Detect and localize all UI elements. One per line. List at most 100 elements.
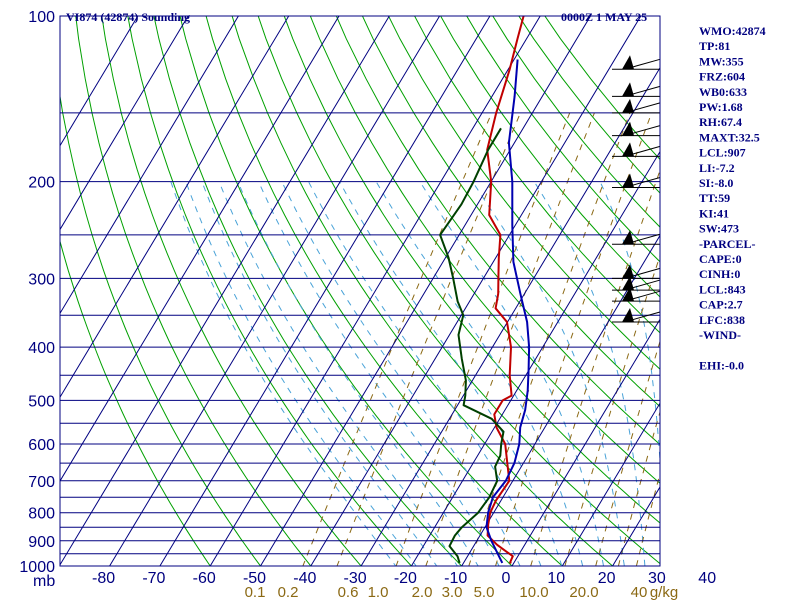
wind-barb xyxy=(612,121,661,137)
moist-adiabat xyxy=(308,181,542,566)
isotherm xyxy=(60,16,340,482)
isotherm xyxy=(310,16,642,566)
x-tick-label: 0 xyxy=(502,570,511,587)
dry-adiabat xyxy=(153,16,463,566)
isotherm xyxy=(60,16,239,315)
x-tick-label: 40 xyxy=(698,570,716,587)
index-line: MW:355 xyxy=(699,54,744,68)
x-tick-label: -70 xyxy=(142,570,165,587)
dry-adiabat xyxy=(60,239,211,566)
y-tick-label: 600 xyxy=(28,437,55,454)
index-line: LCL:843 xyxy=(699,282,746,296)
x-tick-label: 30 xyxy=(648,570,666,587)
index-line: CAP:2.7 xyxy=(699,298,743,312)
isotherm xyxy=(109,16,441,566)
dewpoint-trace xyxy=(439,127,505,564)
adiabat-lines xyxy=(60,16,660,566)
moist-adiabat xyxy=(185,181,417,566)
index-line: WMO:42874 xyxy=(699,24,766,38)
wind-barb xyxy=(612,230,661,245)
index-line: SW:473 xyxy=(699,222,739,236)
moist-adiabat xyxy=(419,181,605,566)
isotherm xyxy=(209,16,541,566)
dry-adiabat xyxy=(127,16,413,566)
y-unit-label: mb xyxy=(33,573,55,590)
y-tick-label: 500 xyxy=(28,393,55,410)
isotherm xyxy=(60,16,290,399)
isotherm xyxy=(260,16,591,566)
index-line: MAXT:32.5 xyxy=(699,130,760,144)
index-line: LI:-7.2 xyxy=(699,161,735,175)
mixing-ratio-label: 2.0 xyxy=(412,584,433,600)
y-tick-label: 700 xyxy=(28,474,55,491)
wind-barb xyxy=(612,142,661,157)
isotherm xyxy=(159,16,491,566)
dry-adiabat xyxy=(231,16,614,566)
wind-barb xyxy=(612,264,661,279)
x-tick-label: -60 xyxy=(193,570,216,587)
index-line: RH:67.4 xyxy=(699,115,742,129)
moist-adiabat xyxy=(237,181,479,566)
isotherm xyxy=(60,16,139,147)
mixing-ratio-label: 5.0 xyxy=(474,584,495,600)
y-tick-label: 400 xyxy=(28,340,55,357)
isotherm xyxy=(60,16,189,231)
moist-adiabat xyxy=(258,181,500,566)
wind-barb xyxy=(612,276,661,291)
wind-barb xyxy=(612,307,661,323)
index-line: CAPE:0 xyxy=(699,252,742,266)
index-line: PW:1.68 xyxy=(699,100,743,114)
mixing-ratio-label: 10.0 xyxy=(519,584,548,600)
wind-barb xyxy=(612,82,661,97)
mixing-ratio-label: 0.6 xyxy=(338,584,359,600)
moist-adiabat xyxy=(472,181,625,566)
temperature-trace xyxy=(486,16,525,564)
mixing-ratio-label: 1.0 xyxy=(368,584,389,600)
x-tick-label: 10 xyxy=(547,570,565,587)
y-tick-label: 1000 xyxy=(19,559,55,576)
wind-barb xyxy=(612,287,661,302)
chart-title: VI874 (42874) Sounding xyxy=(66,10,190,24)
y-tick-label: 300 xyxy=(28,271,55,288)
wind-barbs xyxy=(612,55,661,323)
wind-barb xyxy=(612,173,661,188)
isotherm xyxy=(461,234,660,566)
index-line: LCL:907 xyxy=(699,146,746,160)
dry-adiabat xyxy=(60,93,262,566)
index-line: EHI:-0.0 xyxy=(699,358,744,372)
x-tick-label: 20 xyxy=(598,570,616,587)
x-tick-label: -20 xyxy=(394,570,417,587)
moist-adiabat xyxy=(533,181,646,566)
isotherm xyxy=(60,16,390,566)
moist-adiabat xyxy=(375,181,584,566)
dry-adiabat xyxy=(101,16,362,566)
moist-adiabat xyxy=(201,181,438,566)
y-tick-label: 100 xyxy=(28,9,55,26)
index-line: LFC:838 xyxy=(699,313,745,327)
y-tick-label: 900 xyxy=(28,534,55,551)
x-tick-label: -10 xyxy=(444,570,467,587)
mixing-ratio-label: 3.0 xyxy=(442,584,463,600)
plot-frame xyxy=(59,15,661,567)
x-tick-label: -40 xyxy=(293,570,316,587)
moist-adiabat xyxy=(339,181,563,566)
index-line: CINH:0 xyxy=(699,267,740,281)
mixing-ratio-unit: g/kg xyxy=(650,584,678,600)
mixing-ratio-label: 0.2 xyxy=(278,584,299,600)
moist-adiabat xyxy=(281,181,521,566)
x-tick-label: -50 xyxy=(243,570,266,587)
chart-timestamp: 0000Z 1 MAY 25 xyxy=(561,10,647,24)
isotherm xyxy=(561,402,660,566)
y-tick-label: 800 xyxy=(28,506,55,523)
mixing-ratio-line xyxy=(530,168,660,566)
mixing-ratio-label: 0.1 xyxy=(245,584,266,600)
index-line: SI:-8.0 xyxy=(699,176,733,190)
grid-lines xyxy=(60,16,660,566)
index-line: -PARCEL- xyxy=(699,237,755,251)
sounding-traces xyxy=(439,16,531,564)
isotherm xyxy=(410,150,660,566)
x-tick-label: -80 xyxy=(92,570,115,587)
index-line: WB0:633 xyxy=(699,85,747,99)
